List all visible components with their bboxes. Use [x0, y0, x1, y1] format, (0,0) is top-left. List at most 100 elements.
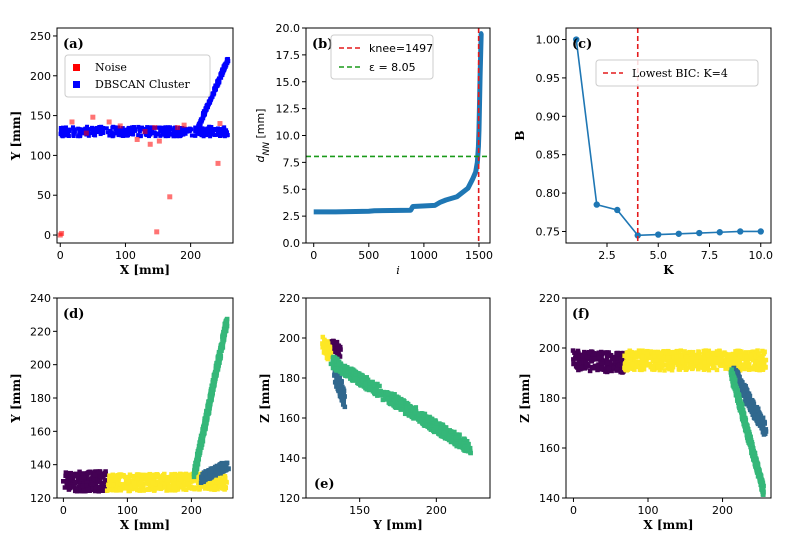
bic-point	[675, 230, 682, 237]
cluster-point	[220, 128, 225, 133]
cluster-point	[208, 129, 213, 134]
cluster-point-0	[81, 475, 87, 480]
cluster-point	[166, 133, 171, 138]
cluster-point-1	[668, 359, 673, 365]
cluster-point-0	[596, 355, 602, 360]
cluster-point-1	[668, 355, 674, 361]
cluster-point-1	[707, 356, 713, 362]
cluster-point-1	[660, 361, 665, 367]
cluster-point-1	[653, 358, 659, 363]
cluster-point-0	[612, 356, 617, 361]
cluster-point-3	[333, 366, 339, 372]
cluster-point	[121, 128, 126, 133]
cluster-point-1	[178, 478, 183, 484]
cluster-point-3	[343, 373, 349, 378]
cluster-point-1	[760, 366, 766, 372]
cluster-point-1	[624, 359, 629, 364]
cluster-point-3	[403, 408, 409, 413]
cluster-point-0	[604, 350, 610, 355]
cluster-point-1	[150, 474, 155, 479]
cluster-point-0	[93, 485, 98, 490]
cluster-point-1	[138, 480, 144, 486]
cluster-point-3	[407, 403, 412, 409]
cluster-point-0	[575, 353, 581, 359]
cluster-point	[146, 134, 151, 139]
cluster-point-1	[753, 356, 758, 362]
plot-area-e	[320, 334, 473, 456]
cluster-point-0	[90, 476, 96, 482]
cluster-point	[113, 131, 118, 136]
cluster-point-1	[216, 478, 222, 484]
curve-point	[476, 127, 482, 133]
cluster-point-3	[749, 446, 754, 452]
y-tick-label: 15.0	[276, 76, 301, 89]
cluster-point-1	[756, 362, 762, 367]
cluster-point-3	[226, 466, 231, 472]
panel-f: 0 100 200 140 160 180 200 220 X [mm] Z [mm] (f)	[518, 292, 772, 532]
cluster-point-3	[453, 435, 459, 440]
cluster-point	[110, 132, 115, 137]
cluster-point-3	[385, 390, 391, 396]
cluster-point	[61, 129, 66, 134]
y-tick-label: 180	[279, 372, 300, 385]
cluster-point	[197, 132, 202, 137]
cluster-point-1	[757, 367, 762, 373]
cluster-point-0	[90, 482, 95, 487]
cluster-point-3	[757, 473, 762, 479]
cluster-point-1	[150, 480, 156, 486]
cluster-point-2	[738, 387, 744, 392]
cluster-point	[71, 134, 76, 139]
cluster-point-0	[62, 485, 68, 490]
cluster-point	[168, 131, 173, 136]
cluster-point-1	[710, 350, 715, 356]
legend-swatch-cluster	[73, 81, 80, 88]
cluster-point-3	[437, 421, 442, 426]
cluster-point-1	[748, 350, 753, 355]
cluster-point-0	[618, 369, 623, 375]
cluster-point-3	[467, 445, 473, 451]
cluster-point-3	[736, 395, 741, 401]
cluster-point-0	[603, 366, 608, 371]
legend-label-noise: Noise	[95, 61, 127, 74]
cluster-point-0	[612, 359, 618, 364]
cluster-point-0	[599, 361, 605, 366]
cluster-point	[108, 128, 113, 133]
cluster-point-1	[322, 340, 327, 346]
cluster-point-1	[633, 351, 639, 356]
cluster-point-0	[621, 350, 626, 356]
x-tick-label: 150	[349, 504, 370, 517]
cluster-point-1	[698, 354, 703, 359]
cluster-point-3	[448, 438, 454, 443]
cluster-point-0	[595, 363, 600, 368]
y-tick-label: 20.0	[276, 22, 301, 35]
cluster-point-1	[623, 367, 629, 373]
y-tick-label: 120	[30, 492, 51, 505]
cluster-point-0	[86, 477, 92, 482]
cluster-point	[157, 125, 162, 130]
cluster-point	[78, 133, 83, 138]
cluster-point-3	[428, 427, 434, 432]
plot-area-f	[570, 348, 769, 497]
cluster-point-0	[589, 359, 595, 364]
cluster-point	[221, 126, 226, 131]
panel-label: (f)	[572, 307, 590, 322]
cluster-point	[94, 125, 99, 130]
cluster-point-1	[733, 362, 738, 368]
cluster-point-3	[372, 388, 377, 393]
cluster-point	[72, 127, 77, 132]
cluster-point-1	[630, 361, 635, 367]
cluster-point	[131, 132, 136, 137]
cluster-point-1	[723, 364, 728, 369]
y-tick-label: 0.90	[536, 110, 561, 123]
cluster-point-1	[761, 363, 766, 368]
cluster-point	[183, 131, 188, 136]
cluster-point-1	[724, 355, 729, 360]
noise-point	[59, 230, 65, 236]
cluster-point-2	[743, 383, 748, 389]
cluster-point-1	[653, 362, 658, 367]
cluster-point-0	[329, 340, 335, 345]
cluster-point-3	[752, 461, 758, 467]
cluster-point-1	[705, 352, 710, 358]
cluster-point-1	[644, 351, 650, 357]
cluster-point-3	[419, 410, 424, 416]
